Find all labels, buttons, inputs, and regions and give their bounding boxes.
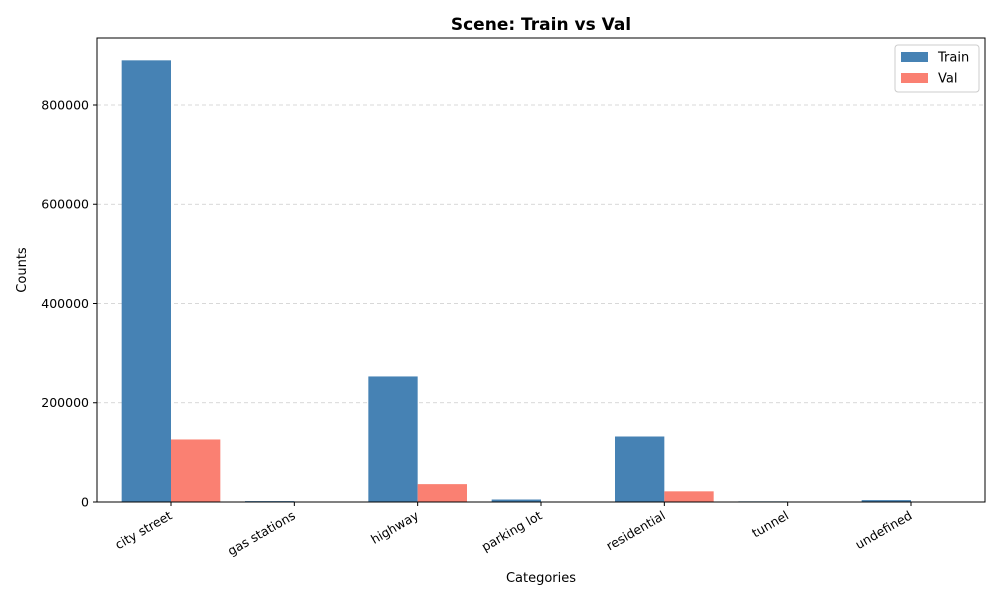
legend: Train Val <box>894 44 980 93</box>
y-tick-label: 800000 <box>41 97 89 112</box>
x-axis-label: Categories <box>506 571 576 586</box>
y-tick-label: 600000 <box>41 197 89 212</box>
x-tick-label: parking lot <box>479 508 545 555</box>
y-tick-label: 0 <box>81 495 89 510</box>
bar-val-residential <box>664 491 714 502</box>
x-tick-label: highway <box>368 507 422 547</box>
legend-swatch-train <box>901 52 928 62</box>
bar-train-undefined <box>861 500 911 502</box>
y-tick-label: 200000 <box>41 395 89 410</box>
bar-train-residential <box>615 436 665 502</box>
x-tick-label: tunnel <box>749 508 791 541</box>
plot-frame <box>96 37 986 503</box>
x-tick-label: undefined <box>853 508 915 552</box>
y-axis: 0 200000 400000 600000 800000 <box>41 97 97 510</box>
chart-title: Scene: Train vs Val <box>451 15 631 35</box>
bar-train-highway <box>368 376 418 502</box>
bar-train-city-street <box>121 60 171 503</box>
legend-label-train: Train <box>937 51 969 66</box>
legend-swatch-val <box>901 73 928 83</box>
x-axis: city street gas stations highway parking lo… <box>112 502 915 559</box>
x-tick-label: gas stations <box>225 508 298 559</box>
x-tick-label: residential <box>604 508 668 554</box>
x-tick-label: city street <box>112 508 174 553</box>
y-axis-label: Counts <box>15 247 30 293</box>
bar-val-city-street <box>171 439 221 502</box>
bar-val-highway <box>417 484 467 502</box>
gridlines <box>97 104 985 404</box>
bar-train-parking-lot <box>491 499 541 502</box>
legend-label-val: Val <box>938 72 957 87</box>
bars <box>121 60 961 503</box>
y-tick-label: 400000 <box>41 296 89 311</box>
